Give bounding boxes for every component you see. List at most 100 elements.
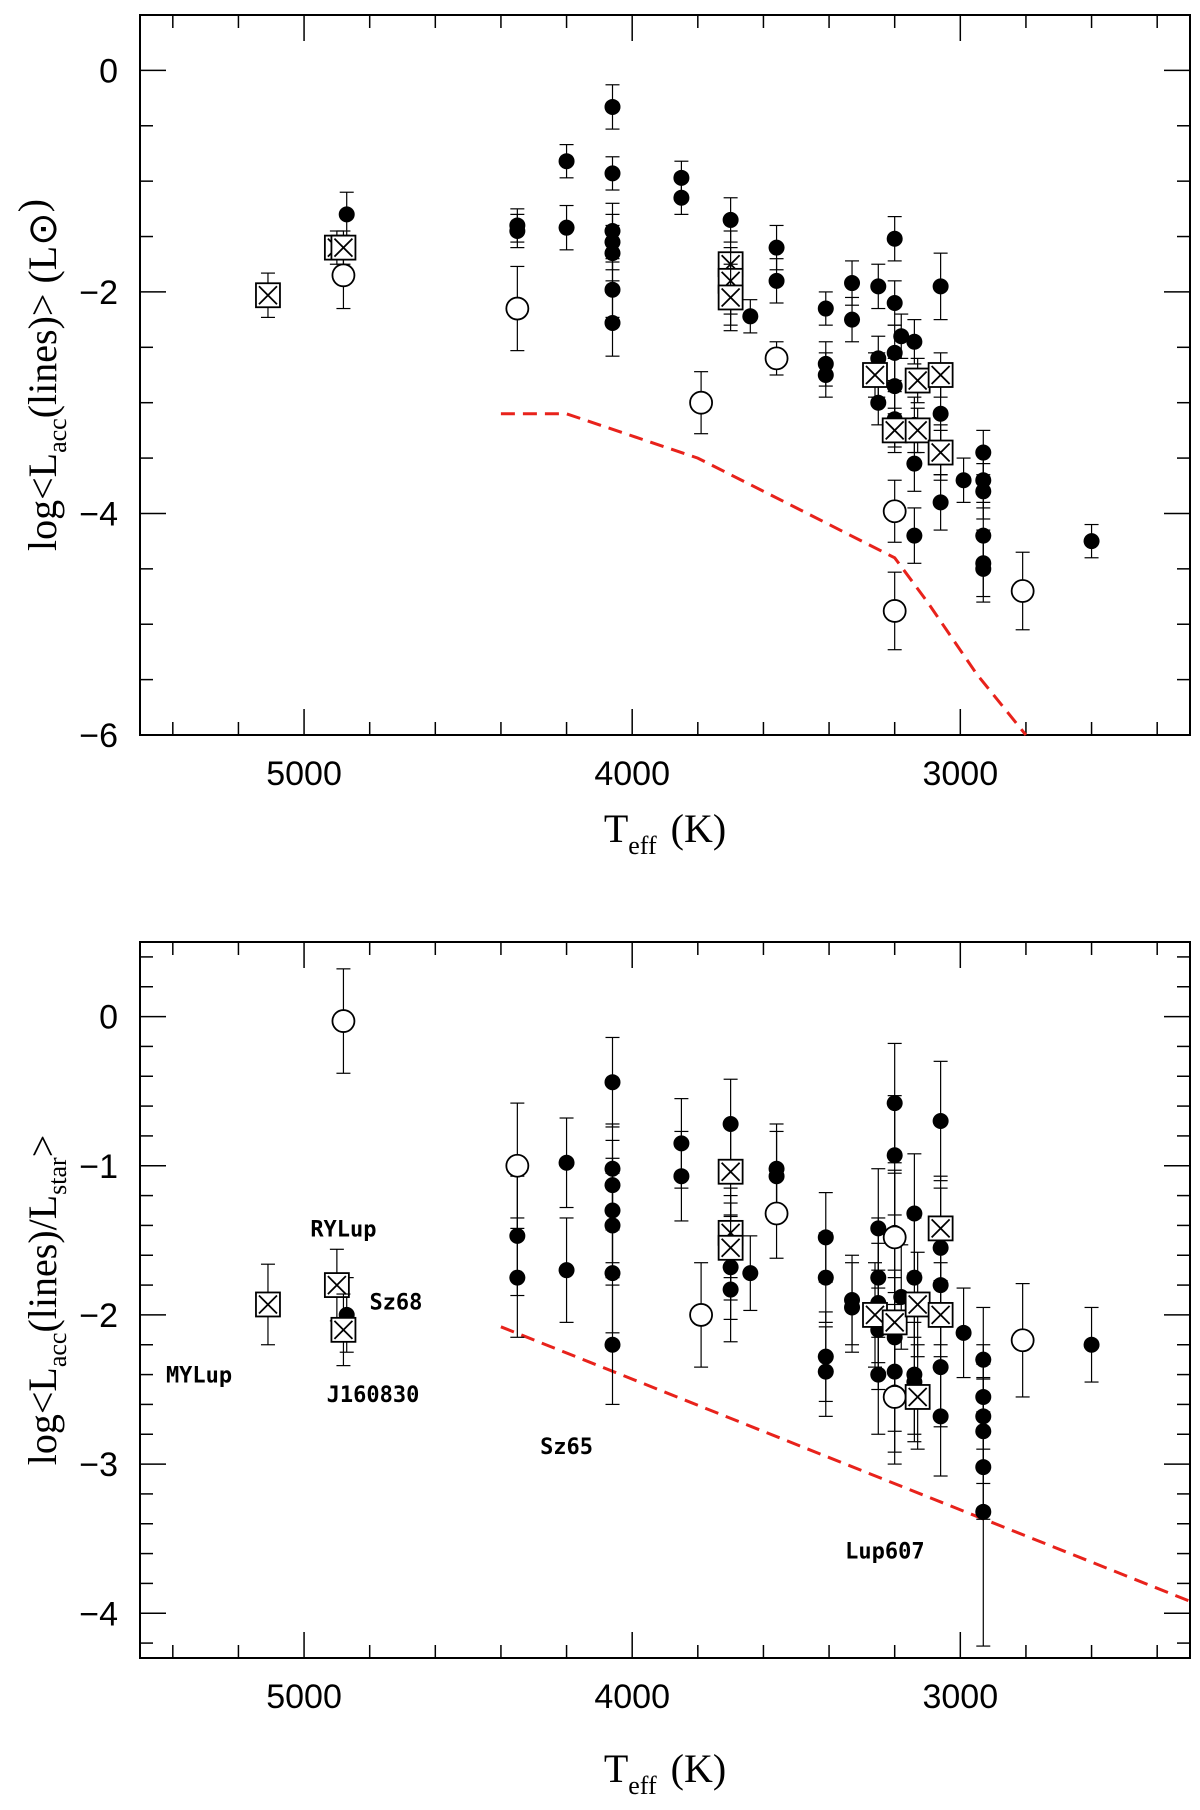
accretor-point [906, 333, 923, 350]
accretor-point [886, 230, 903, 247]
threshold-curve [500, 412, 1028, 736]
accretor-point [1083, 533, 1100, 550]
weak-accretor-point [689, 390, 713, 415]
weak-accretor-point [882, 499, 907, 524]
subluminous-point [927, 1215, 954, 1242]
accretor-point [886, 344, 903, 361]
subluminous-point [323, 1272, 350, 1298]
accretor-point [558, 153, 575, 170]
x-tick-label: 5000 [266, 755, 342, 793]
accretor-point [742, 308, 759, 325]
accretor-point [975, 1503, 992, 1520]
accretor-point [906, 455, 923, 472]
y-tick-label: −2 [79, 1297, 118, 1335]
subluminous-point [904, 367, 931, 394]
threshold-curve [500, 1325, 1191, 1603]
accretor-point [906, 1269, 923, 1286]
weak-accretor-point [505, 1153, 530, 1178]
subluminous-point [881, 1309, 908, 1336]
subluminous-point [330, 234, 357, 261]
weak-accretor-point [1010, 579, 1035, 603]
weak-accretor-point [331, 263, 356, 288]
weak-accretor-point [505, 296, 530, 321]
accretor-point [558, 219, 575, 236]
weak-accretor-point [764, 1201, 789, 1226]
accretor-point [604, 314, 621, 331]
accretor-point [817, 300, 834, 317]
x-tick-label: 4000 [594, 755, 670, 793]
accretor-point [955, 1324, 972, 1341]
accretor-point [742, 1265, 759, 1282]
accretor-point [509, 1269, 526, 1286]
data-points [255, 968, 1100, 1647]
subluminous-point [717, 1234, 744, 1261]
accretor-point [509, 223, 526, 239]
accretor-point [604, 165, 621, 182]
star-label-rylup: RYLup [310, 1217, 376, 1242]
subluminous-point [904, 417, 931, 444]
accretor-point [844, 275, 861, 292]
accretor-point [844, 311, 861, 328]
data-points [255, 84, 1100, 651]
y-tick-label: −1 [79, 1148, 118, 1186]
subluminous-point [927, 439, 954, 466]
x-tick-label: 5000 [266, 1678, 342, 1716]
accretor-point [558, 1154, 575, 1171]
subluminous-point [904, 1291, 931, 1318]
weak-accretor-point [882, 1225, 907, 1250]
subluminous-point [255, 1291, 281, 1318]
accretor-point [558, 1262, 575, 1279]
accretor-point [886, 1147, 903, 1164]
accretor-point [844, 1299, 861, 1316]
y-tick-label: −3 [79, 1446, 118, 1484]
accretor-point [673, 169, 690, 186]
accretor-point [338, 206, 355, 223]
accretor-point [955, 472, 972, 489]
y-tick-label: 0 [99, 52, 118, 90]
accretor-point [604, 1074, 621, 1091]
accretor-point [893, 328, 910, 345]
weak-accretor-point [1010, 1328, 1035, 1353]
x-axis-label: Teff (K) [604, 806, 726, 860]
y-tick-label: −4 [79, 1595, 118, 1633]
y-tick-label: −2 [79, 274, 118, 312]
accretor-point [722, 211, 739, 228]
subluminous-point [881, 417, 908, 444]
plot-frame [139, 941, 1191, 1659]
subluminous-point [927, 1302, 954, 1328]
accretor-point [817, 367, 834, 383]
y-axis-label: log<Lacc(lines)> (L⊙) [10, 199, 72, 551]
accretor-point [870, 1366, 887, 1383]
x-axis-label: Teff (K) [604, 1746, 726, 1800]
accretor-point [722, 1115, 739, 1132]
top-panel: 5000 4000 3000 0 −2 −4 −6 Teff (K) log<Lacc(lines… [10, 14, 1191, 860]
accretor-point [817, 1269, 834, 1286]
accretor-point [673, 189, 690, 206]
accretor-point [1083, 1336, 1100, 1353]
subluminous-point [862, 362, 888, 388]
accretor-point [768, 272, 785, 289]
y-axis-label: log<Lacc(lines)/Lstar> [20, 1135, 72, 1466]
star-label-j160830: J160830 [327, 1383, 420, 1408]
subluminous-point [255, 282, 281, 309]
y-tick-label: −4 [79, 495, 118, 533]
accretor-point [870, 278, 887, 295]
accretor-point [604, 1265, 621, 1282]
accretor-point [768, 239, 785, 256]
x-tick-label: 3000 [922, 1678, 998, 1716]
bottom-panel: 5000 4000 3000 0 −1 −2 −3 −4 Teff (K) log<Lacc(lin… [20, 941, 1191, 1800]
subluminous-point [330, 1316, 357, 1343]
y-tick-label: 0 [99, 999, 118, 1037]
accretor-point [932, 1113, 949, 1129]
accretor-point [604, 245, 621, 262]
weak-accretor-point [689, 1303, 713, 1327]
accretor-point [870, 394, 887, 411]
weak-accretor-point [331, 1009, 356, 1033]
subluminous-point [717, 284, 744, 311]
subluminous-point [904, 1384, 931, 1410]
weak-accretor-point [882, 1385, 907, 1409]
star-label-sz68: Sz68 [369, 1290, 422, 1315]
accretor-point [817, 1363, 834, 1380]
weak-accretor-point [882, 599, 907, 623]
